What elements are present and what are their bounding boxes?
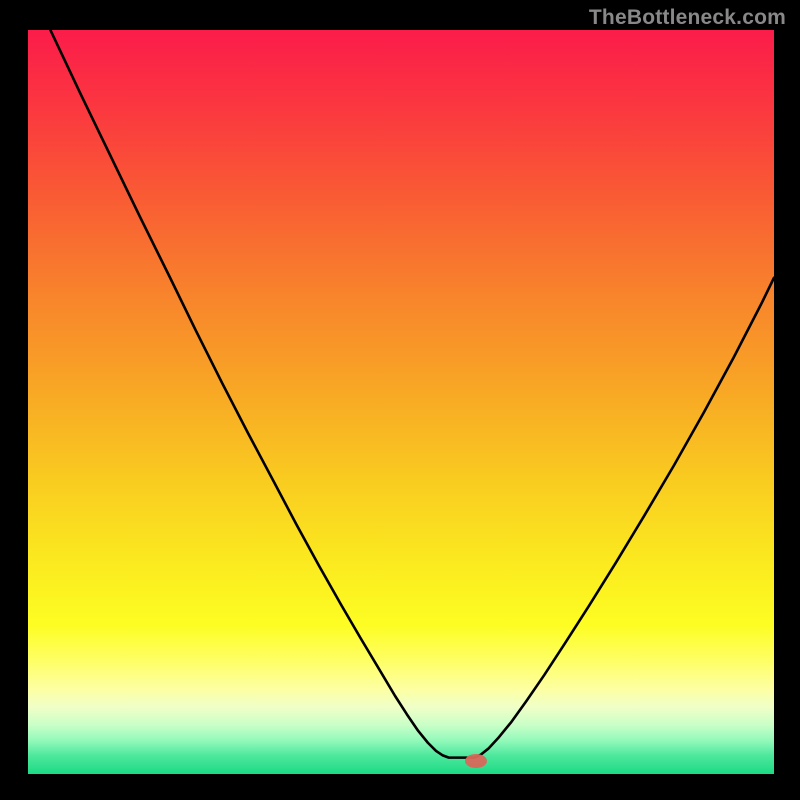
watermark-text: TheBottleneck.com <box>589 6 786 30</box>
plot-svg <box>28 30 774 774</box>
gradient-bg <box>28 30 774 774</box>
plot-area <box>28 30 774 774</box>
optimal-marker <box>465 754 487 768</box>
chart-frame: TheBottleneck.com <box>0 0 800 800</box>
